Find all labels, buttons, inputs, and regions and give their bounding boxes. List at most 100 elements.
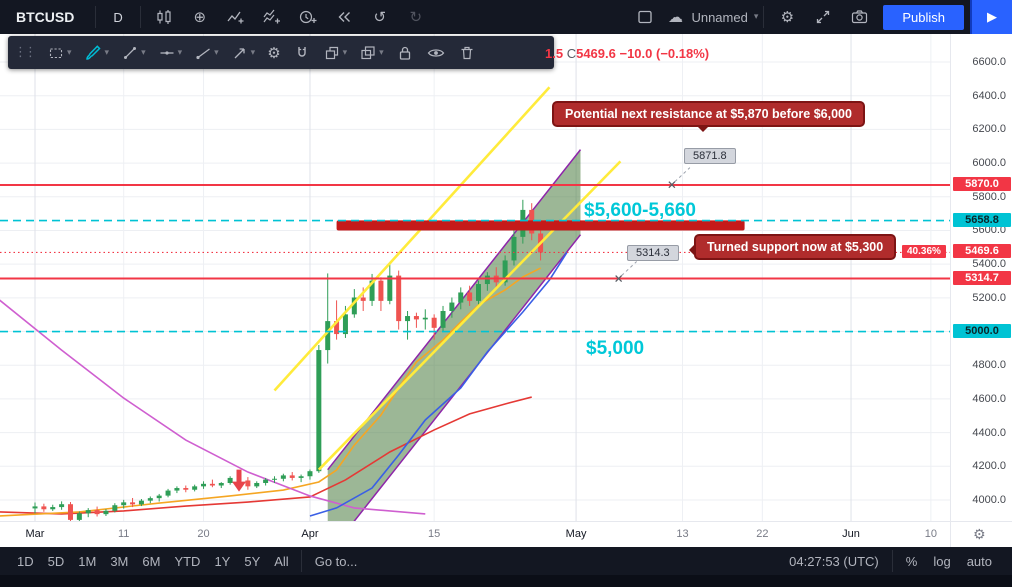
range-buttons: 1D 5D 1M 3M 6M YTD 1Y 5Y All bbox=[10, 551, 296, 572]
ma-red bbox=[0, 396, 532, 515]
divider bbox=[891, 550, 893, 572]
price-level-badge[interactable]: 5469.6 bbox=[953, 244, 1011, 259]
axis-settings-corner[interactable]: ⚙ bbox=[950, 521, 1012, 548]
price-tick: 4000.0 bbox=[972, 494, 1006, 506]
ma-blue bbox=[309, 251, 568, 517]
time-tick: Jun bbox=[842, 528, 860, 540]
indicator-templates-icon[interactable] bbox=[254, 0, 290, 34]
price-tick: 5600.0 bbox=[972, 224, 1006, 237]
multichart-layout-icon[interactable] bbox=[627, 0, 663, 34]
symbol-name[interactable]: BTCUSD bbox=[16, 9, 75, 25]
divider bbox=[763, 6, 765, 28]
scale-mode-%[interactable]: % bbox=[905, 553, 918, 569]
percent-change-label: 40.36% bbox=[902, 245, 946, 258]
cloud-save-icon[interactable]: ☁ bbox=[663, 0, 687, 34]
horizontal-line-icon[interactable]: ▾ bbox=[152, 38, 189, 67]
ray-line-icon[interactable]: ▾ bbox=[188, 38, 225, 67]
price-level-badge[interactable]: 5314.7 bbox=[953, 270, 1011, 285]
price-axis[interactable]: 6600.0 6400.0 6200.0 6000.0 5800.0 5600.0 5400… bbox=[950, 34, 1012, 521]
resistance-anchor-price-label[interactable]: 5871.8 bbox=[684, 148, 736, 164]
redo-icon[interactable]: ↻ bbox=[398, 0, 434, 34]
bar-replay-icon[interactable] bbox=[326, 0, 362, 34]
range-button-1m[interactable]: 1M bbox=[78, 553, 97, 569]
price-tick: 5800.0 bbox=[972, 190, 1006, 203]
lock-icon[interactable] bbox=[390, 38, 420, 67]
window-edge bbox=[0, 575, 1012, 587]
range-button-6m[interactable]: 6M bbox=[142, 553, 161, 569]
time-axis[interactable]: Mar 11 20 Apr 15 May 13 22 Jun 10 bbox=[0, 521, 950, 548]
undo-icon[interactable]: ↺ bbox=[362, 0, 398, 34]
price-level-badge[interactable]: 5870.0 bbox=[953, 176, 1011, 191]
arrow-line-icon[interactable]: ▾ bbox=[225, 38, 262, 67]
price-tick: 4600.0 bbox=[972, 392, 1006, 405]
chart-region[interactable]: 6600.0 6400.0 6200.0 6000.0 5800.0 5600.0 5400… bbox=[0, 34, 1012, 548]
indicators-icon[interactable] bbox=[218, 0, 254, 34]
cursor-select-icon[interactable]: ▾ bbox=[41, 38, 78, 67]
price-tick: 4800.0 bbox=[972, 359, 1006, 372]
resistance-callout[interactable]: Potential next resistance at $5,870 befo… bbox=[552, 101, 865, 132]
bring-forward-icon[interactable]: ▾ bbox=[317, 38, 354, 67]
top-toolbar: BTCUSD D ⊕ ↺ ↻ ☁ Unnamed ▾ ⚙ bbox=[0, 0, 1012, 34]
price-tick: 6200.0 bbox=[972, 123, 1006, 136]
range-button-5y[interactable]: 5Y bbox=[244, 553, 261, 569]
ma-magenta bbox=[0, 299, 426, 515]
scale-mode-log[interactable]: log bbox=[933, 553, 951, 569]
range-button-all[interactable]: All bbox=[274, 553, 289, 569]
chart-type-icon[interactable] bbox=[146, 0, 182, 34]
time-tick: May bbox=[565, 528, 587, 540]
time-tick: Apr bbox=[301, 528, 319, 540]
zone-text-label[interactable]: $5,600-5,660 bbox=[584, 200, 696, 221]
price-tick: 6400.0 bbox=[972, 89, 1006, 102]
brush-icon[interactable]: ▾ bbox=[78, 38, 116, 67]
price-level-badge[interactable]: 5658.8 bbox=[953, 212, 1011, 227]
clone-icon[interactable]: ▾ bbox=[353, 38, 390, 67]
price-tick: 4400.0 bbox=[972, 426, 1006, 439]
divider bbox=[139, 6, 141, 28]
legend-change: −10.0 (−0.18%) bbox=[619, 46, 710, 61]
down-arrow-marker bbox=[232, 469, 247, 492]
time-tick: 13 bbox=[676, 528, 689, 540]
drag-handle-icon[interactable]: ⋮⋮ bbox=[14, 45, 37, 60]
play-button[interactable]: ▶ bbox=[970, 0, 1012, 34]
price-level-badge[interactable]: 5000.0 bbox=[953, 323, 1011, 338]
time-tick: 22 bbox=[756, 528, 769, 540]
clock[interactable]: 04:27:53 (UTC) bbox=[789, 553, 879, 569]
gear-icon[interactable]: ⚙ bbox=[973, 527, 986, 543]
range-button-1d[interactable]: 1D bbox=[17, 553, 34, 569]
range-button-3m[interactable]: 3M bbox=[110, 553, 129, 569]
range-button-5d[interactable]: 5D bbox=[47, 553, 65, 569]
drawing-settings-gear-icon[interactable]: ⚙ bbox=[261, 38, 286, 67]
alert-clock-icon[interactable] bbox=[290, 0, 326, 34]
range-button-1y[interactable]: 1Y bbox=[214, 553, 231, 569]
snapshot-camera-icon[interactable] bbox=[841, 0, 877, 34]
time-tick: 10 bbox=[924, 528, 937, 540]
chevron-down-icon[interactable]: ▾ bbox=[753, 12, 759, 22]
trash-icon[interactable] bbox=[452, 38, 482, 67]
interval-selector[interactable]: D bbox=[113, 9, 123, 25]
settings-gear-icon[interactable]: ⚙ bbox=[769, 0, 805, 34]
drawing-toolbar: ⋮⋮ ▾ ▾ ▾ ▾ ▾ ▾ ⚙ ▾ bbox=[8, 36, 554, 69]
scale-mode-buttons: % log auto bbox=[898, 551, 1000, 572]
legend-fragment: 1.5 bbox=[545, 46, 564, 61]
round-level-text-label[interactable]: $5,000 bbox=[586, 338, 645, 359]
divider bbox=[95, 6, 97, 28]
time-tick: 15 bbox=[428, 528, 441, 540]
support-callout[interactable]: Turned support now at $5,300 bbox=[688, 234, 897, 260]
goto-button[interactable]: Go to... bbox=[314, 553, 358, 569]
layout-name[interactable]: Unnamed bbox=[691, 9, 748, 25]
fullscreen-icon[interactable] bbox=[805, 0, 841, 34]
price-tick: 4200.0 bbox=[972, 460, 1006, 473]
scale-mode-auto[interactable]: auto bbox=[966, 553, 992, 569]
compare-add-icon[interactable]: ⊕ bbox=[182, 0, 218, 34]
legend-close-value: 5469.6 bbox=[576, 46, 616, 61]
magnet-icon[interactable] bbox=[287, 38, 317, 67]
trend-line-icon[interactable]: ▾ bbox=[115, 38, 152, 67]
support-anchor-price-label[interactable]: 5314.3 bbox=[627, 245, 679, 261]
eye-icon[interactable] bbox=[420, 38, 452, 67]
range-button-ytd[interactable]: YTD bbox=[174, 553, 201, 569]
time-tick: 11 bbox=[117, 528, 130, 540]
publish-button[interactable]: Publish bbox=[883, 4, 964, 30]
price-tick: 6600.0 bbox=[972, 56, 1006, 68]
price-tick: 5200.0 bbox=[972, 291, 1006, 304]
time-tick: 20 bbox=[197, 528, 210, 540]
